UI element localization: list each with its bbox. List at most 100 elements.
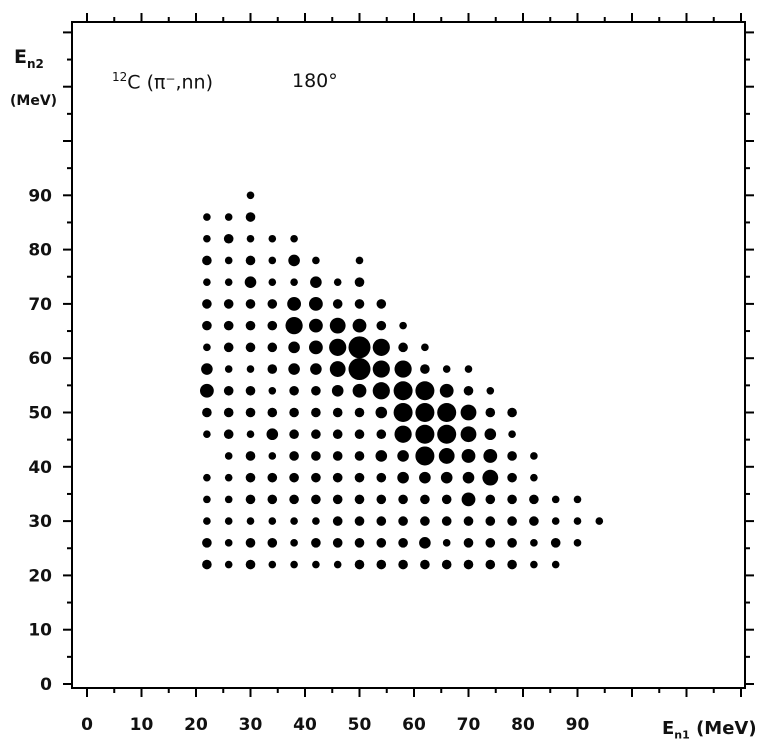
data-point xyxy=(420,559,430,570)
data-point xyxy=(332,538,343,548)
data-point xyxy=(311,472,321,483)
data-point xyxy=(202,320,212,331)
data-point xyxy=(442,365,451,373)
data-point xyxy=(246,191,255,200)
data-point xyxy=(376,320,387,331)
data-point xyxy=(311,451,321,461)
data-point xyxy=(332,516,343,526)
data-point xyxy=(245,559,256,570)
data-point xyxy=(267,364,278,374)
data-point xyxy=(348,336,371,359)
data-point xyxy=(507,407,517,418)
data-point xyxy=(375,406,388,419)
data-point xyxy=(309,340,323,355)
data-point xyxy=(224,452,233,460)
data-point xyxy=(329,361,346,377)
data-point xyxy=(288,341,300,354)
axis-ticks: 0 10 20 30 40 50 60 70 80 90 0 10 20 30 40 50 60 70 80 90 xyxy=(28,13,754,735)
data-point xyxy=(309,297,323,311)
y-tick-label: 40 xyxy=(28,458,52,478)
reaction-text: C (π⁻,nn) xyxy=(127,71,214,94)
data-point xyxy=(290,234,298,243)
data-point xyxy=(441,559,452,570)
data-point xyxy=(333,278,342,286)
data-point xyxy=(485,538,496,548)
data-point xyxy=(224,539,233,547)
data-point xyxy=(507,516,517,526)
data-point xyxy=(311,538,321,548)
data-point xyxy=(464,365,473,373)
data-point xyxy=(486,386,495,395)
data-point xyxy=(354,429,365,440)
data-point xyxy=(440,471,453,484)
y-tick-label: 80 xyxy=(28,241,52,261)
y-tick-label: 70 xyxy=(28,295,52,315)
data-point xyxy=(203,430,211,439)
data-point xyxy=(352,383,367,398)
data-point xyxy=(268,452,277,460)
data-point xyxy=(312,517,320,525)
data-point xyxy=(203,473,211,482)
data-point xyxy=(332,429,343,440)
data-point xyxy=(289,451,299,461)
data-point xyxy=(224,213,233,221)
data-point xyxy=(202,538,212,548)
data-point xyxy=(203,234,211,243)
data-point xyxy=(463,385,474,396)
data-point xyxy=(245,212,256,222)
data-point xyxy=(203,213,211,221)
data-point xyxy=(309,318,323,333)
data-point xyxy=(398,342,408,353)
data-point xyxy=(461,492,476,507)
data-point xyxy=(354,494,365,505)
data-point xyxy=(372,382,390,400)
data-point xyxy=(329,317,346,334)
data-point xyxy=(394,360,412,378)
y-tick-label: 60 xyxy=(28,349,52,369)
data-point xyxy=(332,472,343,483)
data-point xyxy=(245,385,256,396)
data-point xyxy=(332,299,343,309)
data-point xyxy=(550,538,561,548)
data-point xyxy=(201,363,213,375)
data-point xyxy=(398,538,408,548)
data-point xyxy=(290,517,298,525)
data-point xyxy=(289,407,299,418)
y-tick-label: 10 xyxy=(28,621,52,641)
data-point xyxy=(223,429,234,440)
data-point xyxy=(463,516,474,526)
data-point xyxy=(267,320,278,331)
data-point xyxy=(202,299,212,309)
data-point xyxy=(463,538,474,548)
data-point xyxy=(200,383,214,398)
data-point xyxy=(202,407,212,418)
data-point xyxy=(398,494,408,505)
data-point xyxy=(420,364,430,374)
data-point xyxy=(482,469,499,486)
data-point xyxy=(289,494,299,505)
data-point xyxy=(224,560,233,569)
data-point xyxy=(376,429,387,440)
data-point xyxy=(441,494,452,505)
data-point xyxy=(223,342,234,353)
x-axis-subscript: n1 xyxy=(674,728,690,742)
x-tick-label: 50 xyxy=(348,715,372,735)
data-point xyxy=(224,473,233,482)
data-point xyxy=(485,559,496,570)
data-point xyxy=(245,472,256,483)
data-point xyxy=(442,539,451,547)
data-point xyxy=(290,278,298,286)
data-point xyxy=(375,450,388,462)
data-point xyxy=(354,299,365,309)
data-point xyxy=(462,471,475,484)
data-point xyxy=(420,494,430,505)
data-point xyxy=(223,385,234,396)
data-point xyxy=(288,254,300,267)
data-point xyxy=(224,365,233,373)
data-point xyxy=(267,472,278,483)
data-point xyxy=(530,473,538,482)
data-point xyxy=(530,539,538,547)
data-point xyxy=(437,424,457,444)
data-point xyxy=(203,278,211,286)
data-point xyxy=(398,559,408,570)
